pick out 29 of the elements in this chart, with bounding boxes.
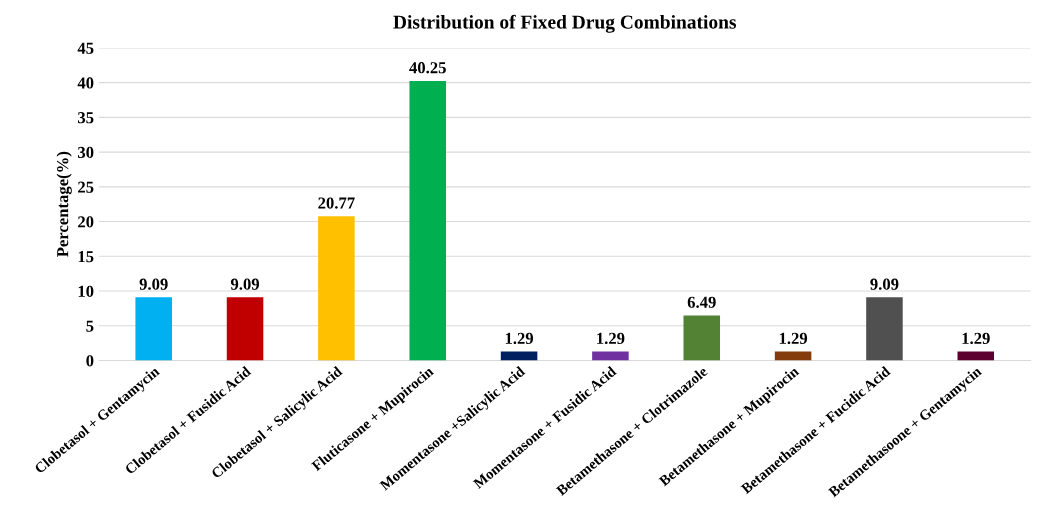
data-label: 9.09 — [870, 278, 899, 290]
data-label: 1.29 — [779, 332, 808, 345]
y-tick-label: 10 — [78, 285, 94, 297]
data-label: 1.29 — [962, 332, 990, 345]
data-label: 1.29 — [505, 332, 534, 345]
data-label: 1.29 — [597, 332, 625, 345]
data-label: 9.09 — [139, 278, 168, 290]
y-tick-label: 40 — [77, 77, 94, 89]
bar — [226, 297, 264, 361]
y-tick-label: 45 — [77, 42, 94, 54]
data-label: 20.77 — [318, 197, 355, 209]
y-tick-label: 35 — [77, 112, 94, 124]
bar — [318, 216, 355, 361]
y-tick-label: 5 — [86, 320, 94, 332]
y-tick-label: 30 — [77, 146, 94, 159]
data-label: 6.49 — [687, 296, 716, 308]
y-tick-label: 25 — [78, 181, 94, 193]
bar — [683, 315, 721, 361]
bar — [866, 297, 903, 361]
y-axis-title: Percentage(%) — [56, 151, 72, 257]
bar — [409, 80, 446, 361]
y-tick-label: 20 — [78, 216, 94, 228]
bar — [135, 297, 172, 361]
y-tick-label: 15 — [78, 251, 94, 263]
data-label: 40.25 — [409, 62, 446, 74]
y-tick-label: 0 — [86, 355, 94, 367]
bar — [592, 351, 629, 361]
data-label: 9.09 — [230, 278, 260, 290]
chart-title: Distribution of Fixed Drug Combinations — [393, 14, 737, 33]
